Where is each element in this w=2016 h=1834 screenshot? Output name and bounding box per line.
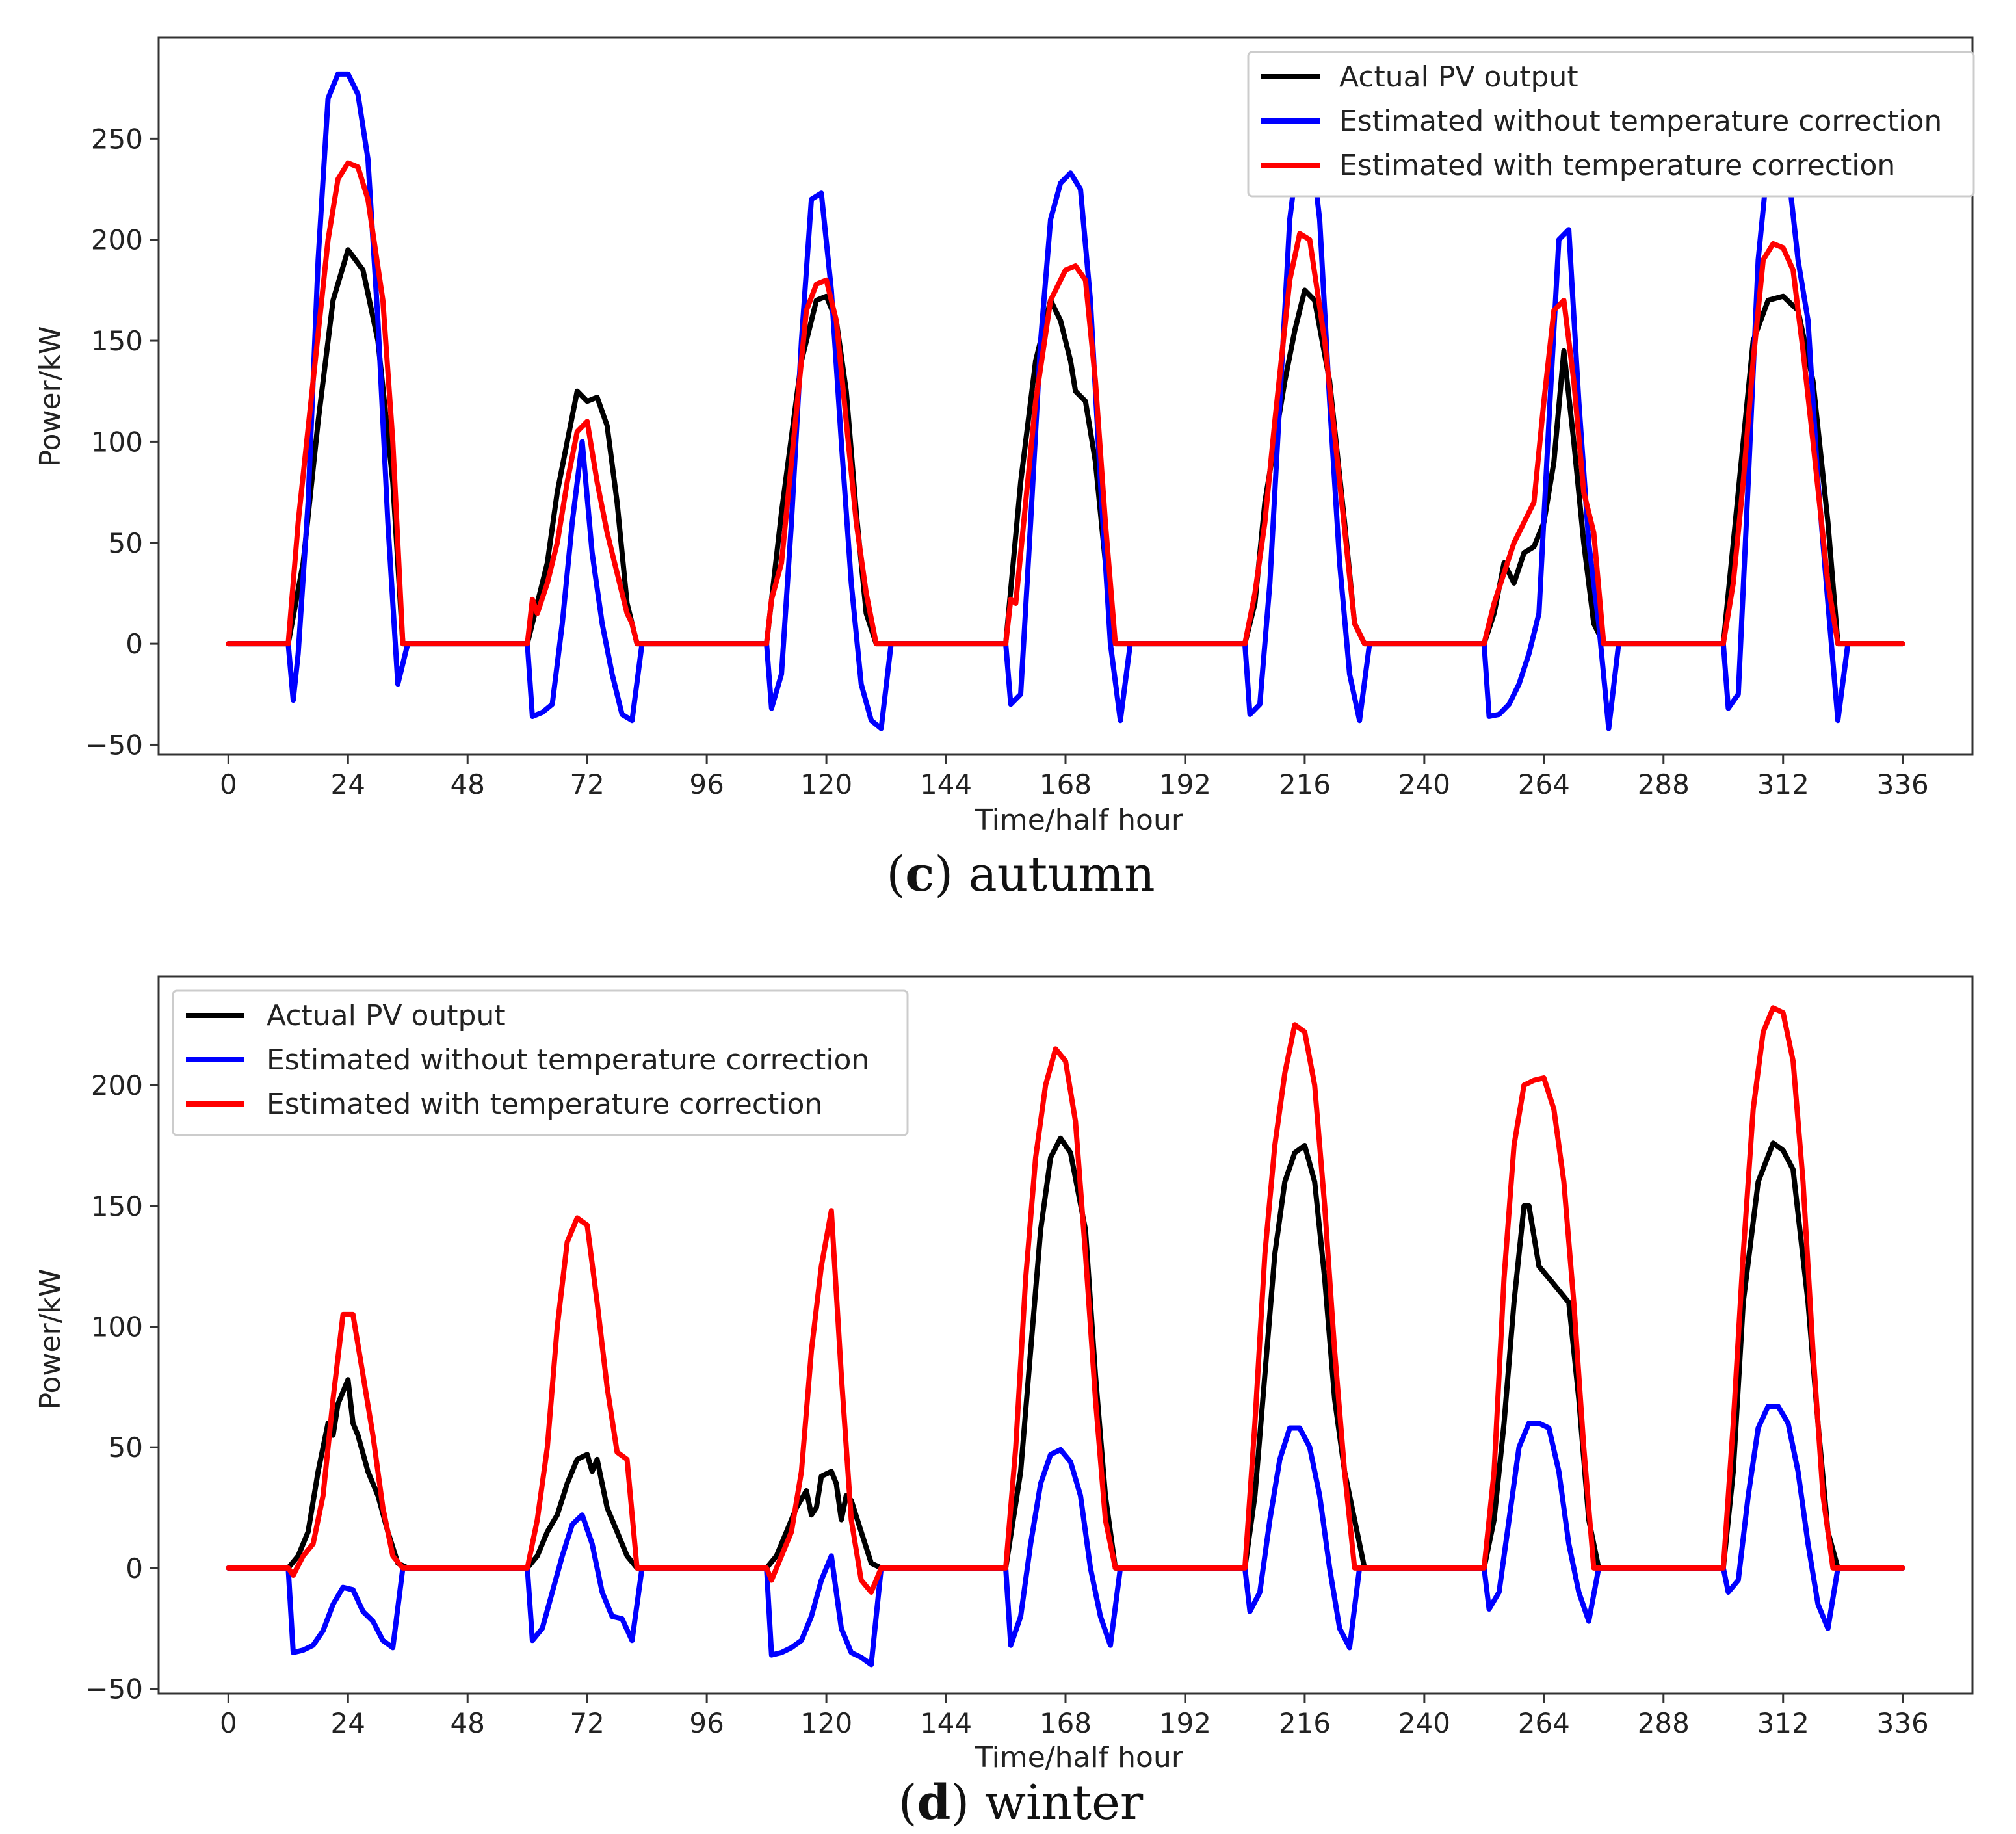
x-tick-label: 264 (1518, 768, 1570, 800)
legend: Actual PV output Estimated without tempe… (172, 989, 909, 1136)
chart-panel-winter: 0 24 48 72 96 120 144 168 192 216 240 264 288 312 336 −… (34, 975, 1974, 1831)
y-axis-label: Power/kW (34, 326, 67, 467)
x-tick-label: 336 (1877, 768, 1929, 800)
x-axis-label: Time/half hour (975, 1741, 1184, 1774)
series-layer (226, 71, 1905, 731)
x-tick-label: 312 (1757, 768, 1809, 800)
x-tick-label: 216 (1279, 768, 1331, 800)
x-tick-label: 312 (1757, 1707, 1809, 1739)
legend-box (172, 989, 909, 1136)
legend-label-with: Estimated with temperature correction (1339, 149, 1895, 182)
y-tick-label: 0 (125, 1552, 143, 1584)
y-tick-label: 100 (91, 1311, 143, 1343)
y-tick-label: 50 (109, 1432, 143, 1463)
series-line-without-correction (226, 71, 1851, 731)
x-tick-label: 336 (1877, 1707, 1929, 1739)
x-tick-label: 24 (331, 768, 365, 800)
x-tick-label: 144 (920, 768, 972, 800)
x-tick-label: 48 (450, 768, 484, 800)
x-tick-label: 144 (920, 1707, 972, 1739)
series-layer (226, 1005, 1905, 1668)
x-tick-label: 120 (800, 1707, 852, 1739)
chart-panel-autumn: 0 24 48 72 96 120 144 168 192 216 240 264 288 312 336 −… (34, 36, 1975, 902)
y-tick-label: 150 (91, 325, 143, 357)
legend-label-without: Estimated without temperature correction (1339, 105, 1942, 138)
x-tick-label: 288 (1638, 1707, 1690, 1739)
y-tick-label: −50 (85, 729, 143, 761)
x-tick-label: 240 (1398, 768, 1450, 800)
series-line-without-correction (226, 1404, 1905, 1668)
x-tick-label: 168 (1040, 768, 1092, 800)
x-axis-label: Time/half hour (975, 804, 1184, 837)
y-tick-label: 250 (91, 123, 143, 155)
y-tick-label: 0 (125, 628, 143, 660)
x-tick-label: 72 (569, 768, 604, 800)
x-tick-label: 120 (800, 768, 852, 800)
y-tick-label: 50 (109, 527, 143, 559)
x-tick-label: 96 (689, 1707, 724, 1739)
panel-caption: (c) autumn (886, 846, 1155, 902)
y-tick-label: 200 (91, 1069, 143, 1101)
axes-layer: 0 24 48 72 96 120 144 168 192 216 240 264 288 312 336 −… (85, 1069, 1928, 1739)
legend-label-without: Estimated without temperature correction (267, 1043, 869, 1077)
series-line-with-correction (226, 1005, 1905, 1595)
x-tick-label: 216 (1279, 1707, 1331, 1739)
series-line-with-correction (226, 160, 1905, 647)
caption-text: autumn (969, 846, 1155, 902)
y-tick-label: 200 (91, 224, 143, 256)
legend-box (1247, 51, 1975, 198)
legend-label-with: Estimated with temperature correction (267, 1088, 822, 1121)
x-tick-label: 24 (331, 1707, 365, 1739)
y-tick-label: 100 (91, 426, 143, 458)
x-tick-label: 96 (689, 768, 724, 800)
x-tick-label: 0 (220, 1707, 237, 1739)
panel-caption: (d) winter (898, 1775, 1144, 1831)
x-tick-label: 72 (569, 1707, 604, 1739)
legend-label-actual: Actual PV output (1339, 60, 1578, 94)
x-tick-label: 192 (1159, 768, 1211, 800)
series-line-actual (226, 247, 1905, 647)
legend: Actual PV output Estimated without tempe… (1247, 51, 1975, 198)
x-tick-label: 240 (1398, 1707, 1450, 1739)
axes-layer: 0 24 48 72 96 120 144 168 192 216 240 264 288 312 336 −… (85, 123, 1928, 800)
x-tick-label: 192 (1159, 1707, 1211, 1739)
caption-text: winter (985, 1775, 1144, 1831)
legend-label-actual: Actual PV output (267, 999, 506, 1032)
y-tick-label: 150 (91, 1190, 143, 1222)
caption-letter: c (905, 846, 934, 902)
x-tick-label: 168 (1040, 1707, 1092, 1739)
y-axis-label: Power/kW (34, 1269, 67, 1410)
x-tick-label: 264 (1518, 1707, 1570, 1739)
x-tick-label: 0 (220, 768, 237, 800)
x-tick-label: 48 (450, 1707, 484, 1739)
x-tick-label: 288 (1638, 768, 1690, 800)
caption-letter: d (917, 1775, 951, 1831)
y-tick-label: −50 (85, 1673, 143, 1705)
